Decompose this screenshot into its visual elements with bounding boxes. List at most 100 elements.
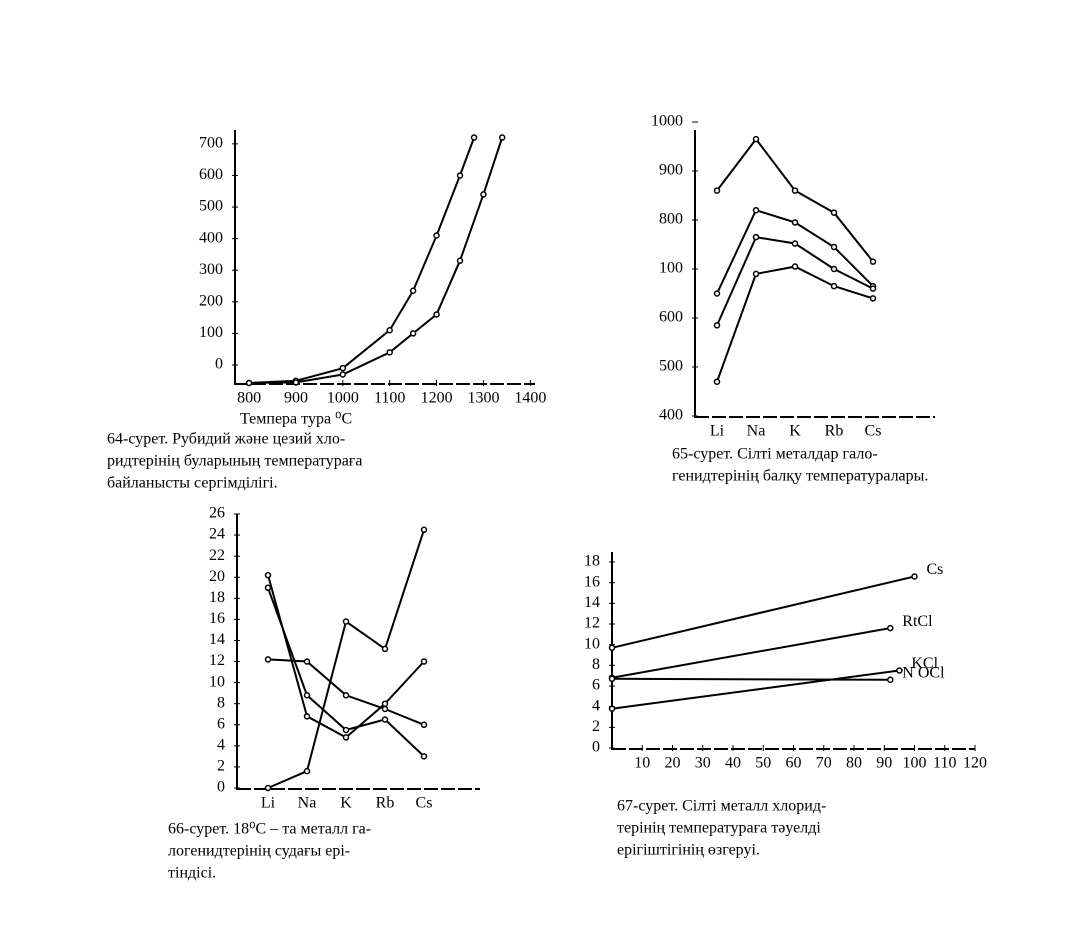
point: [292, 379, 300, 386]
y-tick-label: 2: [217, 758, 225, 775]
point: [608, 644, 616, 652]
x-tick-label: 1400: [514, 390, 546, 407]
point: [420, 721, 428, 729]
point: [381, 645, 389, 653]
x-tick-label: 10: [634, 755, 650, 772]
point: [752, 270, 760, 278]
point: [791, 219, 799, 226]
x-tick-label: 80: [846, 755, 862, 772]
x-tick-label: Li: [261, 795, 276, 812]
y-tick-label: 12: [584, 615, 600, 632]
caption-line: логенидтерінің судағы ері-: [168, 843, 350, 860]
point: [339, 371, 347, 378]
caption-line: ридтерінің буларының температураға: [107, 453, 362, 470]
point: [264, 571, 272, 579]
point: [713, 378, 721, 385]
caption-line: 65-сурет. Сілті металдар гало-: [672, 446, 878, 463]
point: [339, 364, 347, 372]
x-tick-label: 110: [933, 755, 956, 772]
y-tick-label: 10: [209, 673, 225, 690]
point: [470, 134, 478, 141]
series-line: [716, 265, 874, 383]
x-tick-label: K: [789, 423, 801, 440]
caption-line: байланысты сергімділігі.: [107, 475, 278, 492]
point: [264, 784, 272, 792]
y-tick-label: 400: [659, 407, 683, 424]
y-tick-label: 200: [199, 292, 223, 309]
y-tick-label: 16: [209, 610, 225, 627]
x-tick-label: 1300: [467, 390, 499, 407]
y-tick-label: 600: [199, 166, 223, 183]
y-tick-label: 14: [584, 594, 600, 611]
y-tick-label: 1000: [651, 113, 683, 130]
point: [791, 187, 799, 194]
point: [480, 191, 487, 198]
y-tick-label: 16: [584, 573, 600, 590]
x-tick-label: Rb: [376, 795, 395, 812]
x-tick-label: 120: [963, 755, 987, 772]
point: [303, 692, 311, 699]
y-tick-label: 0: [592, 739, 600, 756]
caption-line: 64-сурет. Рубидий және цезий хло-: [107, 431, 345, 448]
point: [752, 233, 760, 241]
y-tick-label: 18: [584, 553, 600, 570]
point: [869, 258, 877, 265]
y-tick-label: 20: [209, 568, 225, 585]
x-axis-label: Темпера тура ⁰C: [240, 411, 352, 428]
point: [342, 726, 350, 734]
point: [456, 172, 464, 179]
series-label: RtCl: [902, 613, 933, 630]
point: [433, 311, 440, 318]
point: [791, 263, 799, 270]
point: [713, 290, 721, 297]
point: [386, 349, 393, 356]
x-tick-label: 90: [876, 755, 892, 772]
point: [303, 767, 311, 775]
point: [911, 573, 918, 580]
x-tick-label: Li: [710, 423, 725, 440]
y-tick-label: 6: [592, 677, 600, 694]
x-tick-label: 1100: [374, 390, 405, 407]
series-line: [611, 575, 915, 649]
x-tick-label: 50: [755, 755, 771, 772]
point: [752, 206, 760, 214]
x-tick-label: K: [340, 795, 352, 812]
point: [433, 232, 440, 239]
point: [420, 526, 428, 534]
point: [830, 243, 838, 251]
point: [869, 285, 877, 292]
y-tick-label: 26: [209, 505, 225, 522]
point: [830, 282, 838, 290]
point: [409, 287, 417, 295]
series-line: [249, 137, 476, 384]
point: [245, 379, 253, 387]
series-line: [249, 137, 504, 384]
point: [830, 265, 838, 273]
x-tick-label: 1000: [327, 390, 359, 407]
y-tick-label: 100: [199, 324, 223, 341]
x-tick-label: 60: [786, 755, 802, 772]
point: [498, 134, 506, 141]
point: [869, 295, 877, 302]
point: [752, 135, 760, 143]
point: [342, 618, 350, 625]
y-tick-label: 500: [199, 198, 223, 215]
point: [342, 692, 350, 699]
y-tick-label: 4: [217, 737, 225, 754]
point: [608, 675, 616, 683]
point: [381, 716, 389, 723]
y-tick-label: 12: [209, 652, 225, 669]
caption-line: генидтерінің балқу температуралары.: [672, 468, 928, 485]
x-tick-label: 100: [903, 755, 927, 772]
series-label: N OCl: [902, 664, 945, 681]
x-tick-label: 70: [816, 755, 832, 772]
x-tick-label: 800: [237, 390, 261, 407]
caption-line: 67-сурет. Сілті металл хлорид-: [617, 798, 826, 815]
point: [264, 656, 272, 663]
series-line: [611, 627, 891, 679]
x-tick-label: 30: [695, 755, 711, 772]
point: [887, 624, 894, 632]
point: [456, 257, 464, 264]
point: [303, 658, 311, 665]
y-tick-label: 6: [217, 715, 225, 732]
